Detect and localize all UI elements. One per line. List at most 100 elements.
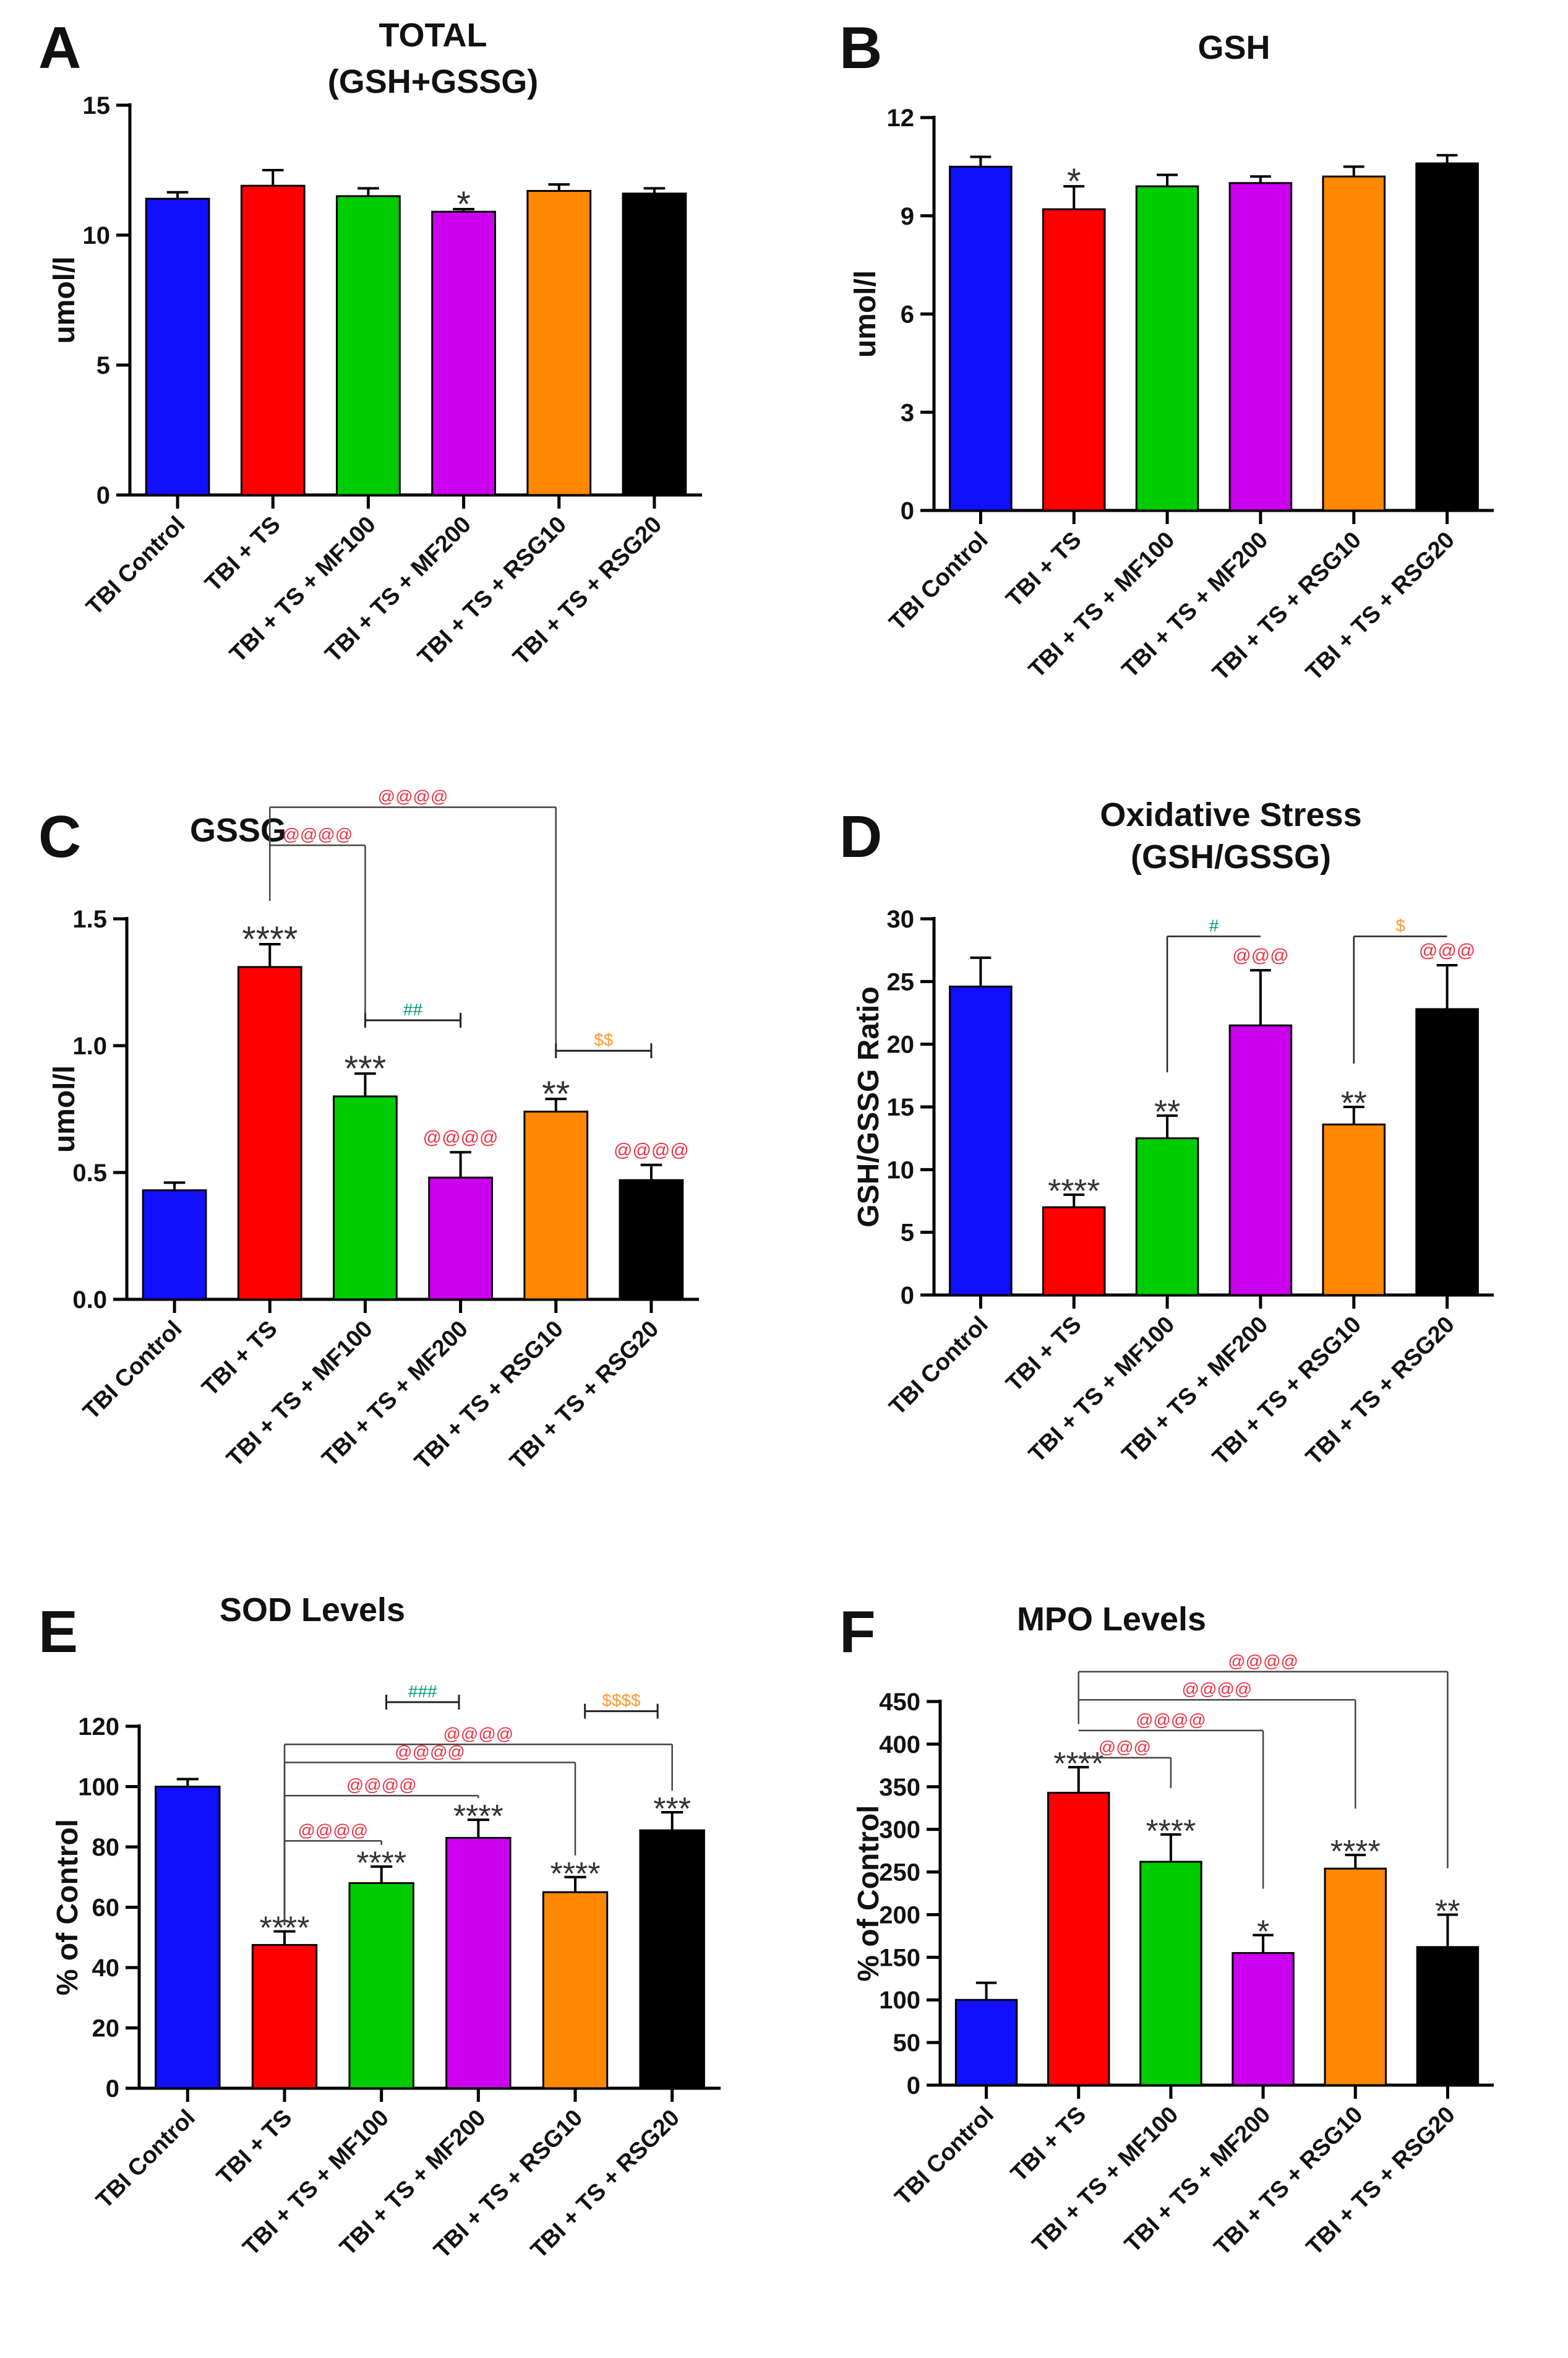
y-axis-label-f: % of Control <box>852 1805 885 1981</box>
significance-stars-e: **** <box>356 1846 406 1882</box>
y-tick-label-a: 15 <box>83 92 111 119</box>
bar-b <box>1228 182 1293 512</box>
chart-title-b: GSH <box>1197 29 1270 66</box>
y-tick-label-e: 120 <box>78 1713 119 1741</box>
panel-a: A TOTAL (GSH+GSSG) umol/l 0 5 10 15 TBI Control T… <box>0 0 767 767</box>
significance-stars-f: **** <box>1146 1814 1196 1849</box>
y-tick-label-a: 10 <box>83 222 111 249</box>
bar-a <box>431 210 496 496</box>
bar-b <box>949 165 1013 512</box>
bracket-label-d: # <box>1209 916 1219 935</box>
y-tick-label-e: 60 <box>92 1895 120 1922</box>
significance-stars-e: **** <box>551 1856 601 1892</box>
bracket-label-f: @@@@ <box>1136 1710 1206 1729</box>
category-label-b: TBI + TS <box>1001 527 1087 613</box>
bar-b <box>1322 175 1386 512</box>
y-tick-label-f: 300 <box>879 1817 920 1844</box>
bar-a <box>240 184 306 496</box>
y-tick-label-a: 5 <box>96 352 110 379</box>
bar-c <box>523 1111 589 1301</box>
y-tick-label-d: 30 <box>887 906 915 933</box>
bar-f <box>1324 1867 1387 2086</box>
panel-f: F MPO Levels % of Control 0 50 100 150 200 250 30… <box>801 1584 1568 2351</box>
panel-letter-b: B <box>839 15 882 81</box>
significance-stars-f: **** <box>1330 1834 1381 1870</box>
chart-title-c: GSSG <box>190 812 286 849</box>
y-tick-label-b: 12 <box>887 105 915 132</box>
y-tick-label-d: 0 <box>901 1282 914 1309</box>
significance-stars-c: **** <box>242 919 298 960</box>
panel-c: C GSSG umol/l 0.0 0.5 1.0 1.5 TBI Control TBI + … <box>0 789 767 1556</box>
y-tick-label-f: 150 <box>879 1944 920 1971</box>
bracket-label-c: ## <box>403 1000 423 1019</box>
bar-e <box>348 1882 414 2089</box>
y-axis-label-c: umol/l <box>48 1065 81 1153</box>
panel-b: B GSH umol/l 0 3 6 9 12 TBI Control TBI + TS * TBI … <box>801 0 1568 767</box>
bracket-label-e: $$$$ <box>602 1691 641 1710</box>
bar-c <box>428 1176 493 1301</box>
y-tick-label-e: 40 <box>92 1955 120 1982</box>
bar-c <box>142 1189 207 1301</box>
bar-d <box>1042 1206 1106 1296</box>
bar-e <box>445 1836 512 2089</box>
bar-f <box>1416 1946 1480 2086</box>
y-tick-label-b: 3 <box>901 399 914 426</box>
y-tick-label-f: 50 <box>893 2029 921 2057</box>
bracket-label-c: @@@@ <box>282 825 353 844</box>
bar-f <box>1139 1861 1202 2086</box>
bar-e <box>251 1943 318 2089</box>
bar-a <box>145 197 210 496</box>
significance-marks-d: @@@ <box>1419 940 1475 961</box>
y-tick-label-f: 200 <box>879 1901 920 1929</box>
category-label-f: TBI + TS <box>1006 2102 1091 2187</box>
significance-stars-b: * <box>1067 161 1081 202</box>
y-axis-label-e: % of Control <box>51 1819 84 1995</box>
significance-stars-f: **** <box>1053 1746 1103 1782</box>
bracket-label-e: @@@@ <box>395 1742 465 1762</box>
chart-title-d-line2: (GSH/GSSG) <box>1131 838 1331 876</box>
panel-d: D Oxidative Stress (GSH/GSSG) GSH/GSSG Rati… <box>801 789 1568 1556</box>
bar-d <box>949 985 1013 1296</box>
bar-d <box>1415 1008 1479 1296</box>
y-tick-label-c: 0.5 <box>72 1160 107 1187</box>
panel-letter-e: E <box>38 1599 78 1665</box>
y-tick-label-f: 250 <box>879 1859 920 1887</box>
chart-svg-c: C GSSG umol/l 0.0 0.5 1.0 1.5 TBI Control TBI + … <box>38 789 699 1474</box>
chart-title-a-line2: (GSH+GSSG) <box>328 63 539 100</box>
y-tick-label-f: 0 <box>907 2072 920 2099</box>
chart-svg-e: E SOD Levels % of Control 0 20 40 60 80 100 120 TB… <box>38 1591 721 2263</box>
y-tick-label-d: 25 <box>887 968 915 996</box>
bracket-label-e: @@@@ <box>346 1775 417 1794</box>
y-tick-label-c: 1.0 <box>72 1033 107 1060</box>
y-tick-label-d: 15 <box>887 1094 915 1121</box>
y-axis-label-b: umol/l <box>849 270 882 358</box>
significance-marks-c: @@@@ <box>423 1127 499 1148</box>
bracket-label-d: $ <box>1395 916 1405 935</box>
category-label-e: TBI + TS <box>212 2105 297 2190</box>
bracket-label-e: @@@@ <box>298 1820 368 1839</box>
bar-f <box>954 1999 1018 2086</box>
panel-letter-f: F <box>839 1599 876 1665</box>
panel-letter-c: C <box>38 804 81 870</box>
bracket-label-f: @@@ <box>1099 1737 1151 1757</box>
chart-svg-a: A TOTAL (GSH+GSSG) umol/l 0 5 10 15 TBI Control T… <box>38 15 702 670</box>
bar-c <box>237 966 302 1301</box>
y-axis-label-d: GSH/GSSG Ratio <box>852 986 885 1227</box>
bracket-label-f: @@@@ <box>1182 1679 1253 1698</box>
category-label-d: TBI Control <box>885 1312 993 1421</box>
chart-title-e: SOD Levels <box>220 1591 405 1629</box>
significance-marks-c: @@@@ <box>614 1140 689 1161</box>
bar-d <box>1322 1123 1386 1296</box>
category-label-a: TBI Control <box>81 512 190 621</box>
chart-svg-f: F MPO Levels % of Control 0 50 100 150 200 250 30… <box>839 1599 1494 2260</box>
y-tick-label-b: 9 <box>901 203 914 230</box>
bar-e <box>639 1829 705 2089</box>
y-tick-label-d: 5 <box>901 1220 914 1247</box>
bracket-label-e: @@@@ <box>443 1724 513 1743</box>
chart-title-d: Oxidative Stress <box>1100 796 1361 833</box>
y-tick-label-d: 20 <box>887 1031 915 1059</box>
bracket-label-e: ### <box>408 1682 437 1701</box>
bar-e <box>155 1786 221 2089</box>
bar-c <box>333 1095 398 1301</box>
